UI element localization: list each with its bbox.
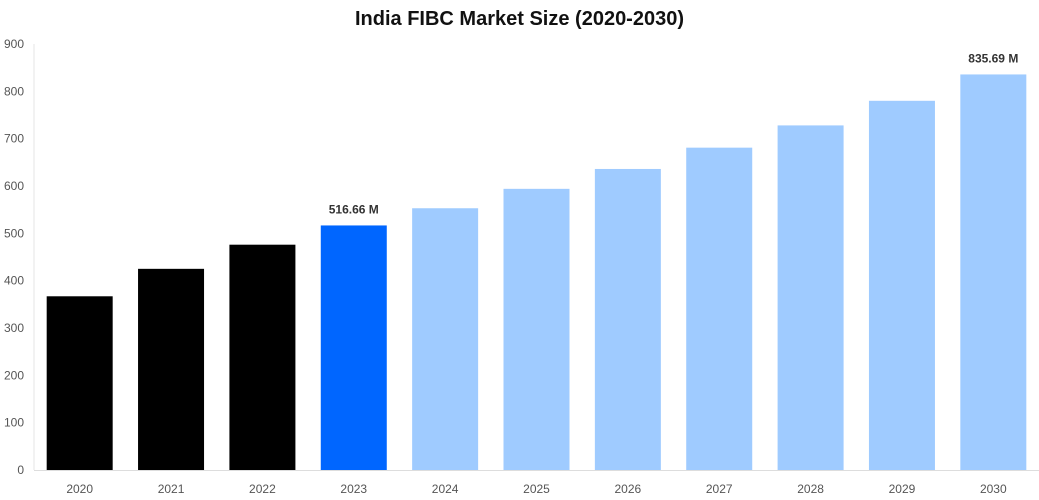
bar bbox=[868, 100, 935, 471]
y-tick-label: 700 bbox=[4, 132, 24, 146]
x-tick-label: 2025 bbox=[523, 482, 550, 496]
bar bbox=[960, 74, 1027, 470]
bars bbox=[46, 74, 1027, 471]
bar bbox=[686, 147, 753, 470]
bar bbox=[777, 125, 844, 470]
x-tick-label: 2028 bbox=[797, 482, 824, 496]
y-tick-label: 600 bbox=[4, 179, 24, 193]
bar bbox=[412, 208, 479, 470]
data-labels: 516.66 M 835.69 M bbox=[329, 51, 1019, 216]
bar bbox=[46, 296, 113, 470]
y-tick-label: 900 bbox=[4, 37, 24, 51]
x-tick-label: 2030 bbox=[980, 482, 1007, 496]
x-tick-label: 2022 bbox=[249, 482, 276, 496]
x-tick-label: 2027 bbox=[706, 482, 733, 496]
bar bbox=[594, 168, 661, 470]
data-label: 516.66 M bbox=[329, 202, 379, 216]
y-tick-label: 500 bbox=[4, 226, 24, 240]
x-tick-label: 2020 bbox=[66, 482, 93, 496]
y-tick-label: 800 bbox=[4, 84, 24, 98]
data-label: 835.69 M bbox=[968, 51, 1018, 65]
y-tick-label: 300 bbox=[4, 321, 24, 335]
x-tick-label: 2023 bbox=[340, 482, 367, 496]
bar bbox=[138, 268, 205, 470]
y-axis: 0 100 200 300 400 500 600 700 800 900 bbox=[4, 37, 35, 477]
x-tick-label: 2026 bbox=[615, 482, 642, 496]
bar bbox=[229, 244, 296, 470]
bar bbox=[503, 188, 570, 470]
x-tick-label: 2029 bbox=[889, 482, 916, 496]
y-tick-label: 100 bbox=[4, 416, 24, 430]
x-axis: 2020 2021 2022 2023 2024 2025 2026 2027 2028 2029… bbox=[34, 470, 1039, 496]
x-tick-label: 2021 bbox=[158, 482, 185, 496]
chart-title: India FIBC Market Size (2020-2030) bbox=[354, 8, 684, 30]
y-tick-label: 200 bbox=[4, 368, 24, 382]
y-tick-label: 0 bbox=[17, 463, 24, 477]
bar bbox=[320, 225, 387, 470]
x-tick-label: 2024 bbox=[432, 482, 459, 496]
y-tick-label: 400 bbox=[4, 274, 24, 288]
